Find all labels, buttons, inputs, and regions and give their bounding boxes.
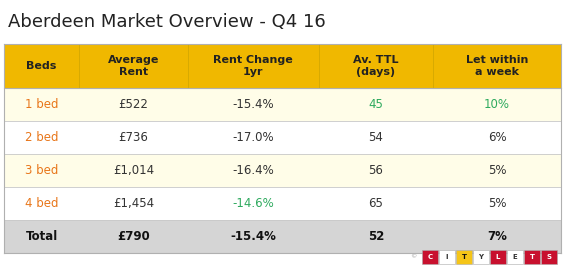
FancyBboxPatch shape	[422, 250, 438, 264]
FancyBboxPatch shape	[456, 250, 472, 264]
Text: 5%: 5%	[488, 197, 506, 210]
FancyBboxPatch shape	[79, 121, 188, 154]
Text: -15.4%: -15.4%	[231, 230, 276, 243]
FancyBboxPatch shape	[439, 250, 455, 264]
Text: Aberdeen Market Overview - Q4 16: Aberdeen Market Overview - Q4 16	[8, 13, 326, 31]
Text: 5%: 5%	[488, 164, 506, 177]
FancyBboxPatch shape	[4, 220, 79, 253]
FancyBboxPatch shape	[188, 121, 319, 154]
Text: £1,014: £1,014	[113, 164, 154, 177]
Text: Let within
a week: Let within a week	[466, 55, 528, 77]
Text: C: C	[428, 254, 433, 260]
Text: T: T	[529, 254, 534, 260]
FancyBboxPatch shape	[79, 154, 188, 187]
Text: L: L	[496, 254, 500, 260]
FancyBboxPatch shape	[433, 88, 561, 121]
Text: £736: £736	[119, 131, 149, 144]
Text: £1,454: £1,454	[113, 197, 154, 210]
Text: -17.0%: -17.0%	[232, 131, 274, 144]
FancyBboxPatch shape	[473, 250, 489, 264]
Text: Average
Rent: Average Rent	[108, 55, 159, 77]
FancyBboxPatch shape	[524, 250, 540, 264]
FancyBboxPatch shape	[319, 121, 433, 154]
FancyBboxPatch shape	[433, 154, 561, 187]
FancyBboxPatch shape	[4, 44, 79, 88]
Text: E: E	[512, 254, 518, 260]
Text: 52: 52	[368, 230, 384, 243]
Text: 2 bed: 2 bed	[25, 131, 58, 144]
FancyBboxPatch shape	[433, 121, 561, 154]
Text: Total: Total	[25, 230, 58, 243]
Text: Y: Y	[479, 254, 484, 260]
Text: 65: 65	[368, 197, 383, 210]
FancyBboxPatch shape	[188, 44, 319, 88]
Text: 3 bed: 3 bed	[25, 164, 58, 177]
FancyBboxPatch shape	[4, 88, 79, 121]
FancyBboxPatch shape	[490, 250, 506, 264]
Text: 56: 56	[368, 164, 383, 177]
FancyBboxPatch shape	[188, 154, 319, 187]
Text: 45: 45	[368, 98, 383, 111]
FancyBboxPatch shape	[188, 88, 319, 121]
FancyBboxPatch shape	[541, 250, 557, 264]
Text: ©: ©	[410, 255, 416, 259]
FancyBboxPatch shape	[319, 187, 433, 220]
FancyBboxPatch shape	[319, 44, 433, 88]
Text: 54: 54	[368, 131, 383, 144]
Text: 7%: 7%	[487, 230, 507, 243]
FancyBboxPatch shape	[79, 220, 188, 253]
Text: T: T	[462, 254, 467, 260]
FancyBboxPatch shape	[319, 220, 433, 253]
FancyBboxPatch shape	[4, 187, 79, 220]
FancyBboxPatch shape	[79, 187, 188, 220]
FancyBboxPatch shape	[507, 250, 523, 264]
Text: 6%: 6%	[488, 131, 506, 144]
Text: £790: £790	[117, 230, 150, 243]
Text: 4 bed: 4 bed	[25, 197, 58, 210]
FancyBboxPatch shape	[79, 88, 188, 121]
Text: 1 bed: 1 bed	[25, 98, 58, 111]
Text: £522: £522	[119, 98, 149, 111]
Text: Av. TTL
(days): Av. TTL (days)	[353, 55, 398, 77]
FancyBboxPatch shape	[433, 44, 561, 88]
Text: S: S	[546, 254, 551, 260]
Text: -14.6%: -14.6%	[232, 197, 274, 210]
FancyBboxPatch shape	[4, 154, 79, 187]
FancyBboxPatch shape	[433, 187, 561, 220]
FancyBboxPatch shape	[319, 88, 433, 121]
Text: -16.4%: -16.4%	[232, 164, 274, 177]
Text: -15.4%: -15.4%	[232, 98, 274, 111]
Text: Rent Change
1yr: Rent Change 1yr	[214, 55, 293, 77]
Text: Beds: Beds	[27, 61, 57, 71]
FancyBboxPatch shape	[4, 121, 79, 154]
FancyBboxPatch shape	[188, 187, 319, 220]
Text: 10%: 10%	[484, 98, 510, 111]
FancyBboxPatch shape	[79, 44, 188, 88]
FancyBboxPatch shape	[433, 220, 561, 253]
Text: I: I	[446, 254, 448, 260]
FancyBboxPatch shape	[319, 154, 433, 187]
FancyBboxPatch shape	[188, 220, 319, 253]
